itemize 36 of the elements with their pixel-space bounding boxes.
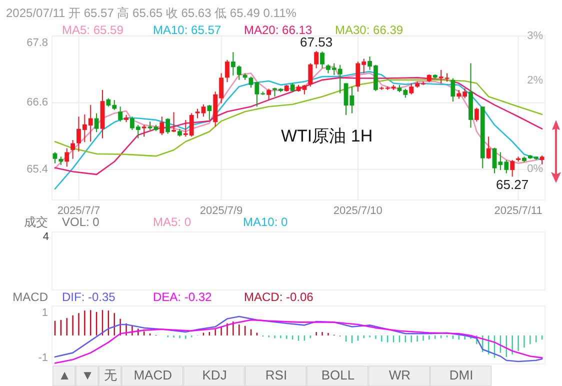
y-tick-label: 1 <box>42 306 48 319</box>
annotation: 65.27 <box>496 177 529 192</box>
y-tick-label: 65.4 <box>26 163 48 176</box>
text: MA5: 65.59 <box>62 23 124 38</box>
text: ▲ <box>58 367 71 382</box>
series-label: DIF: -0.35 <box>62 290 116 304</box>
text: MACD <box>134 367 172 382</box>
text: ▼ <box>81 367 94 382</box>
text: MA10: 0 <box>243 215 288 230</box>
text: 无 <box>104 367 117 382</box>
text: DEA: -0.32 <box>153 290 212 304</box>
text: 4 <box>42 230 49 243</box>
text: MA10: 65.57 <box>153 23 222 38</box>
y2-tick-label: 0% <box>527 163 544 176</box>
text: MA30: 66.39 <box>335 23 404 38</box>
x-tick-label: 2025/7/10 <box>333 204 382 217</box>
text: WR <box>388 367 410 382</box>
chart-title: 2025/07/11 开 65.57 高 65.65 收 65.63 低 65.49 0.11% <box>6 6 297 20</box>
text: BOLL <box>321 367 355 382</box>
y-axis-title: MACD <box>12 290 48 304</box>
text: KDJ <box>202 367 227 382</box>
x-tick-label: 2025/7/7 <box>57 204 100 217</box>
text: MA5: 0 <box>153 215 192 230</box>
y2-tick-label: 3% <box>527 30 544 42</box>
text: RSI <box>265 367 288 382</box>
y2-tick-label: 2% <box>527 74 544 86</box>
y-tick-label: 66.6 <box>26 96 48 109</box>
text: VOL: 0 <box>62 215 100 230</box>
y-tick-label: -1 <box>38 352 48 364</box>
y-tick-label: 67.8 <box>26 36 48 49</box>
series-label: MACD: -0.06 <box>244 290 314 304</box>
x-tick-label: 2025/7/9 <box>200 204 243 217</box>
text: 成交 <box>24 215 48 230</box>
x-tick-label: 2025/7/11 <box>494 204 542 217</box>
annotation: WTI原油 1H <box>281 126 373 146</box>
text: DMI <box>449 367 474 382</box>
